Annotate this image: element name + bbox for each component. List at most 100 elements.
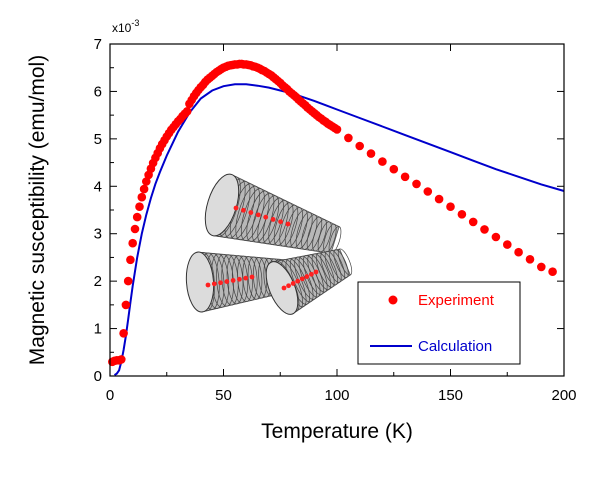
legend-label-calculation: Calculation: [418, 338, 492, 355]
y-tick-label: 2: [94, 273, 102, 290]
tube-ring: [333, 249, 349, 278]
experiment-point: [128, 238, 137, 248]
y-tick-label: 6: [94, 83, 102, 100]
nanotube-bottom-right: [265, 248, 353, 315]
atom-chain-bead: [241, 207, 246, 213]
y-tick-label: 5: [94, 131, 102, 148]
atom-chain-bead: [309, 271, 314, 277]
tube-ring: [317, 221, 332, 253]
experiment-point: [457, 210, 467, 219]
experiment-point: [480, 225, 489, 234]
x-tick-label: 0: [106, 387, 114, 404]
experiment-point: [135, 202, 144, 211]
experiment-point: [468, 217, 478, 227]
atom-chain-bead: [211, 281, 217, 287]
experiment-point: [139, 184, 149, 194]
atom-chain-bead: [290, 281, 296, 286]
atom-chain-bead: [230, 278, 236, 283]
nanotube-illustration: [185, 173, 353, 315]
tube-ring: [242, 256, 258, 301]
experiment-point: [525, 254, 535, 264]
atom-chain-bead: [243, 275, 249, 281]
tube-ring: [290, 209, 308, 249]
y-tick-label: 0: [94, 368, 102, 385]
experiment-point: [355, 141, 365, 151]
experiment-point: [126, 255, 135, 265]
series-layer: [108, 59, 565, 376]
atom-chain-bead: [224, 279, 230, 284]
atom-chain-bead: [255, 212, 261, 218]
tube-ring: [257, 195, 280, 244]
atom-chain-bead: [295, 278, 301, 284]
x-axis-title: Temperature (K): [261, 420, 413, 443]
legend-label-experiment: Experiment: [418, 292, 495, 309]
atom-chain-bead: [270, 217, 276, 222]
y-tick-label: 1: [94, 321, 102, 338]
experiment-point: [332, 125, 342, 134]
atom-chain-bead: [313, 269, 319, 275]
experiment-point: [537, 262, 546, 272]
experiment-point: [130, 224, 140, 234]
atom-chain-bead: [285, 221, 291, 227]
x-tick-label: 50: [215, 387, 232, 404]
experiment-point: [121, 300, 131, 310]
nanotube-top: [204, 173, 342, 254]
tube-ring: [247, 256, 263, 300]
atom-chain-bead: [281, 285, 287, 291]
atom-chain-bead: [286, 283, 291, 289]
y-multiplier-label: x10-3: [112, 18, 139, 35]
experiment-point: [132, 212, 142, 222]
legend-box: [357, 281, 521, 365]
y-tick-label: 3: [94, 226, 102, 243]
experiment-point: [503, 240, 512, 249]
atom-chain-bead: [299, 276, 305, 282]
atom-chain-bead: [278, 219, 283, 225]
experiment-point: [491, 232, 501, 242]
y-multiplier-exponent: -3: [131, 18, 139, 28]
legend-marker-experiment: [388, 295, 398, 305]
atom-chain-bead: [249, 274, 255, 280]
tube-ring: [295, 211, 313, 249]
x-tick-label: 100: [324, 387, 349, 404]
atom-chain-bead: [233, 205, 239, 211]
experiment-point: [412, 179, 421, 189]
tube-opening: [185, 251, 215, 313]
experiment-point: [142, 177, 151, 186]
ticks-layer: 0 50 100 150 200 0 1 2 3 4 5 6 7: [94, 36, 577, 404]
experiment-point: [182, 107, 192, 116]
tube-ring: [320, 251, 339, 286]
tube-ring: [316, 252, 335, 288]
tube-ring: [329, 250, 346, 281]
experiment-point: [446, 202, 455, 211]
tube-ring: [324, 251, 342, 283]
x-tick-label: 150: [438, 387, 463, 404]
experiment-point: [137, 192, 147, 202]
tube-ring: [312, 219, 327, 252]
experiment-point: [548, 267, 557, 277]
experiment-point: [123, 276, 133, 286]
experiment-point: [389, 164, 399, 174]
experiment-point: [400, 172, 410, 182]
y-tick-label: 4: [94, 178, 102, 195]
experiment-point: [378, 157, 387, 166]
tube-ring: [273, 202, 294, 246]
tube-ring: [337, 248, 353, 276]
experiment-point: [423, 187, 433, 196]
atom-chain-bead: [263, 214, 269, 220]
y-tick-label: 7: [94, 36, 102, 53]
experiment-point: [117, 355, 126, 364]
experiment-point: [119, 329, 128, 338]
atom-chain-bead: [205, 282, 211, 288]
x-tick-label: 200: [551, 387, 576, 404]
experiment-point: [344, 133, 353, 143]
experiment-point: [434, 194, 444, 204]
atom-chain-bead: [218, 280, 223, 286]
experiment-point: [514, 247, 523, 257]
atom-chain-bead: [248, 210, 254, 215]
tube-ring: [279, 204, 299, 247]
y-axis-title: Magnetic susceptibility (emu/mol): [26, 55, 49, 365]
experiment-point: [366, 149, 376, 158]
atom-chain-bead: [237, 276, 242, 282]
legend: Experiment Calculation: [357, 281, 521, 365]
